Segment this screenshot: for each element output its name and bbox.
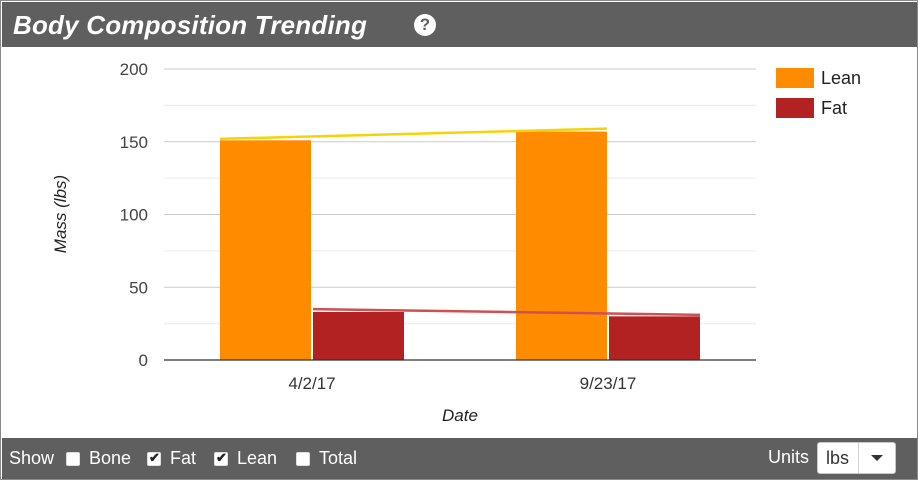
show-total-option[interactable]: Total (296, 448, 357, 469)
trendline-lean (219, 127, 608, 141)
bar-fat (313, 311, 404, 360)
lean-checkbox[interactable] (214, 450, 228, 466)
y-tick-label: 0 (139, 351, 148, 370)
bar-fat (609, 316, 700, 360)
chart-area: 0 50 100 150 200 4/2/17 9/23/17 Date Mass (lbs) L… (2, 47, 917, 438)
lean-label: Lean (237, 448, 278, 468)
bar-lean (516, 131, 607, 360)
legend-swatch-fat (776, 98, 814, 118)
widget-header: Body Composition Trending ? (2, 2, 917, 47)
x-tick-label: 9/23/17 (580, 374, 637, 393)
body-composition-chart: 0 50 100 150 200 4/2/17 9/23/17 Date Mass (lbs) L… (51, 60, 861, 425)
y-tick-label: 100 (120, 206, 148, 225)
legend-label-lean: Lean (821, 68, 861, 88)
chevron-down-icon[interactable] (871, 455, 883, 461)
total-checkbox[interactable] (296, 451, 310, 466)
legend-label-fat: Fat (821, 98, 847, 118)
fat-checkbox[interactable] (147, 450, 161, 466)
help-icon[interactable]: ? (414, 14, 436, 36)
bone-label: Bone (89, 448, 132, 468)
widget-title: Body Composition Trending (13, 10, 368, 40)
y-tick-label: 200 (120, 60, 148, 79)
show-bone-option[interactable]: Bone (66, 448, 131, 469)
bar-lean (220, 140, 311, 360)
x-axis-title: Date (442, 406, 478, 425)
units-select[interactable]: lbs (817, 442, 896, 474)
units-value: lbs (826, 448, 850, 468)
y-tick-label: 50 (129, 278, 148, 297)
legend-swatch-lean (776, 68, 814, 88)
y-tick-label: 150 (120, 133, 148, 152)
show-label: Show (9, 448, 55, 468)
total-label: Total (319, 448, 358, 468)
show-lean-option[interactable]: Lean (214, 448, 277, 469)
chart-footer: Show Bone Fat Lean Total Units lbs (2, 438, 917, 479)
trendline-fat (312, 307, 701, 317)
units-divider (858, 443, 859, 473)
bone-checkbox[interactable] (66, 451, 80, 466)
fat-label: Fat (170, 448, 197, 468)
units-label: Units (768, 447, 810, 467)
show-fat-option[interactable]: Fat (147, 448, 196, 469)
y-axis-title: Mass (lbs) (51, 175, 70, 253)
x-tick-label: 4/2/17 (288, 374, 335, 393)
